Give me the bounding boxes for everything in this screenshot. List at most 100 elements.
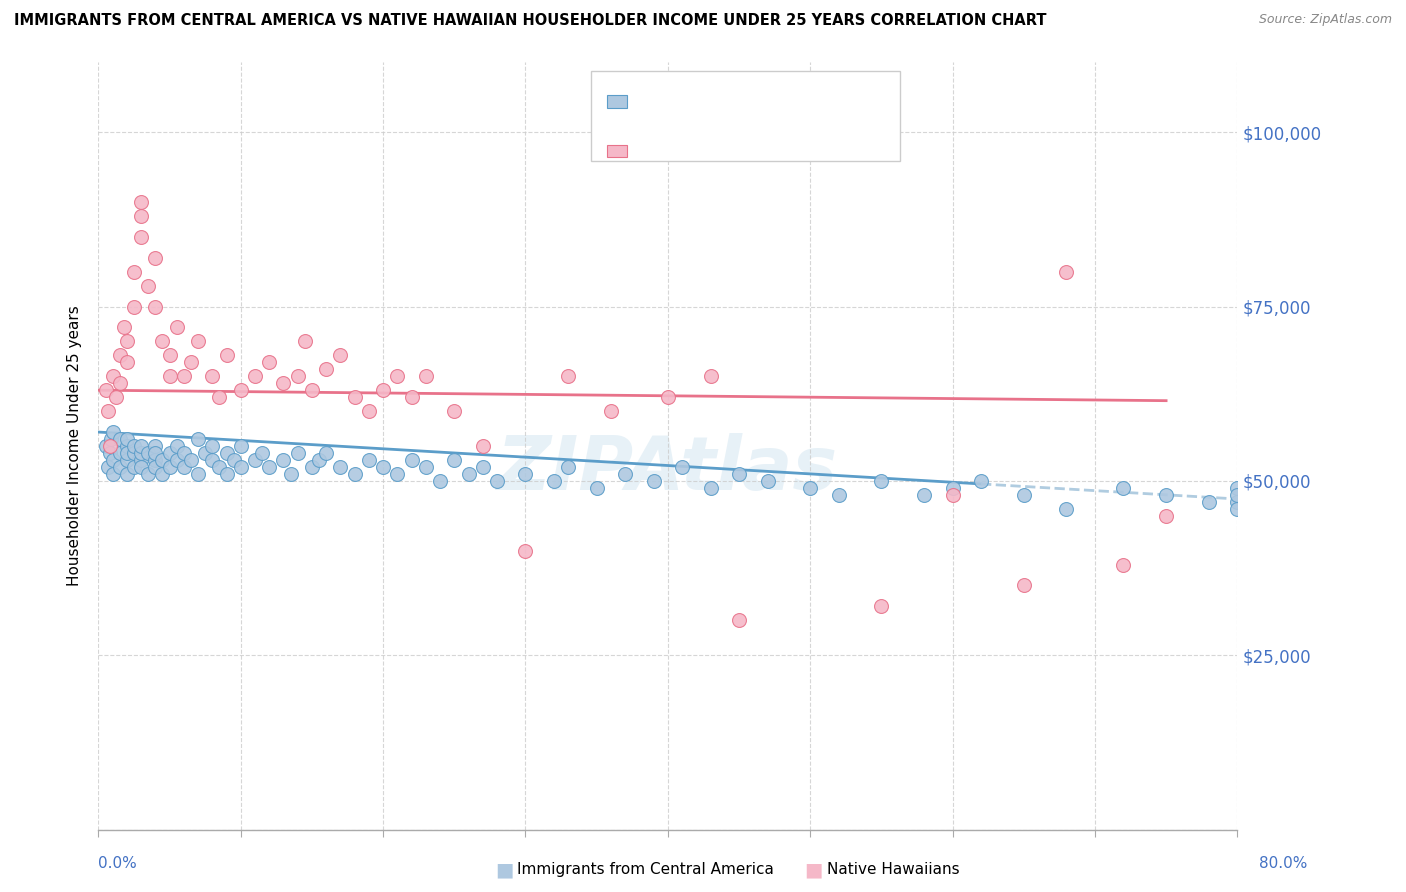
Point: [259, 459, 281, 474]
Point: [671, 459, 693, 474]
Point: [870, 474, 893, 488]
Point: [308, 453, 330, 467]
Point: [122, 446, 145, 460]
Point: [942, 481, 965, 495]
Point: [136, 446, 159, 460]
Point: [101, 425, 124, 439]
Point: [1198, 495, 1220, 509]
Text: ZIPAtlas: ZIPAtlas: [498, 433, 838, 506]
Point: [98, 446, 121, 460]
Point: [643, 474, 665, 488]
Point: [97, 459, 120, 474]
Point: [294, 334, 316, 349]
Point: [187, 467, 209, 481]
Point: [315, 362, 337, 376]
Point: [166, 439, 188, 453]
Point: [159, 369, 181, 384]
Point: [145, 251, 167, 265]
Point: [136, 467, 159, 481]
Text: Source: ZipAtlas.com: Source: ZipAtlas.com: [1258, 13, 1392, 27]
Point: [145, 439, 167, 453]
Point: [187, 334, 209, 349]
Point: [728, 467, 751, 481]
Point: [145, 446, 167, 460]
Point: [115, 439, 138, 453]
Point: [401, 453, 423, 467]
Point: [108, 446, 131, 460]
Point: [129, 453, 152, 467]
Point: [828, 488, 851, 502]
Point: [108, 459, 131, 474]
Point: [357, 404, 380, 418]
Text: ■: ■: [804, 860, 823, 880]
Point: [201, 439, 224, 453]
Point: [415, 369, 437, 384]
Point: [301, 459, 323, 474]
Point: [387, 369, 409, 384]
Point: [201, 453, 224, 467]
Point: [108, 376, 131, 391]
Text: Native Hawaiians: Native Hawaiians: [827, 863, 959, 877]
Point: [250, 446, 273, 460]
Point: [115, 453, 138, 467]
Point: [159, 459, 181, 474]
Point: [166, 320, 188, 334]
Point: [129, 446, 152, 460]
Point: [373, 383, 395, 397]
Text: ■: ■: [495, 860, 513, 880]
Point: [180, 453, 202, 467]
Point: [1226, 501, 1249, 516]
Point: [343, 467, 366, 481]
Point: [115, 355, 138, 369]
Point: [1226, 481, 1249, 495]
Point: [657, 390, 679, 404]
Point: [122, 265, 145, 279]
Point: [315, 446, 337, 460]
Point: [1154, 508, 1177, 523]
Point: [129, 439, 152, 453]
Point: [329, 459, 352, 474]
Point: [115, 432, 138, 446]
Point: [429, 474, 451, 488]
Point: [112, 320, 135, 334]
Point: [357, 453, 380, 467]
Point: [799, 481, 821, 495]
Point: [98, 439, 121, 453]
Point: [273, 376, 295, 391]
Point: [343, 390, 366, 404]
Point: [329, 348, 352, 362]
Point: [122, 439, 145, 453]
Point: [201, 369, 224, 384]
Point: [1112, 558, 1135, 572]
Point: [287, 369, 309, 384]
Point: [100, 432, 122, 446]
Point: [1154, 488, 1177, 502]
Point: [728, 613, 751, 627]
Point: [145, 300, 167, 314]
Point: [173, 459, 195, 474]
Point: [699, 369, 721, 384]
Y-axis label: Householder Income Under 25 years: Householder Income Under 25 years: [67, 306, 83, 586]
Point: [942, 488, 965, 502]
Point: [94, 439, 117, 453]
Point: [194, 446, 217, 460]
Point: [129, 229, 152, 244]
Point: [515, 543, 537, 558]
Point: [471, 439, 494, 453]
Point: [1226, 488, 1249, 502]
Point: [471, 459, 494, 474]
Point: [108, 348, 131, 362]
Point: [173, 369, 195, 384]
Point: [557, 459, 579, 474]
Text: R =: R =: [638, 141, 675, 159]
Point: [229, 439, 252, 453]
Point: [187, 432, 209, 446]
Point: [273, 453, 295, 467]
Point: [208, 459, 231, 474]
Point: [301, 383, 323, 397]
Point: [585, 481, 607, 495]
Point: [486, 474, 509, 488]
Point: [229, 459, 252, 474]
Point: [970, 474, 993, 488]
Point: [180, 355, 202, 369]
